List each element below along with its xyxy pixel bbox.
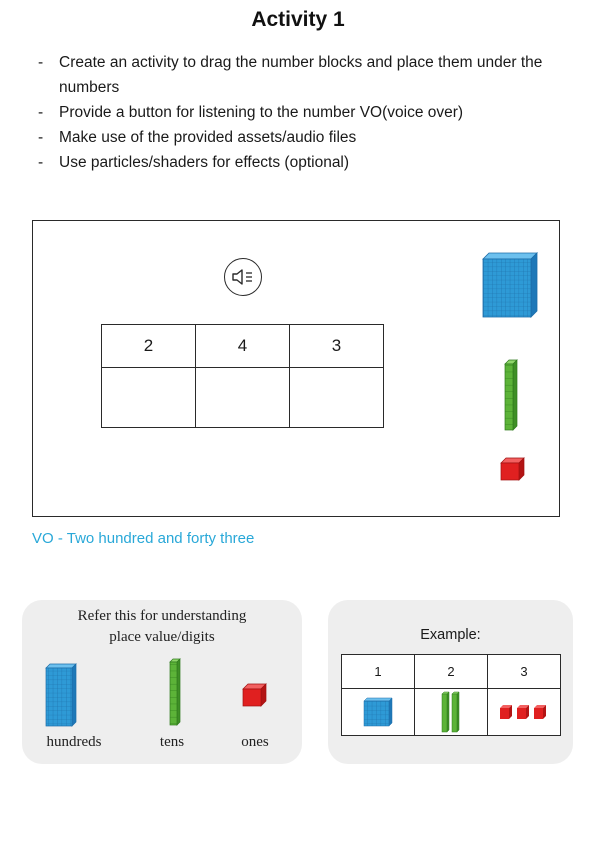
ones-cube-draggable[interactable] <box>499 456 527 482</box>
ones-reference-image <box>242 683 267 707</box>
example-ones-cubes <box>500 705 546 719</box>
speaker-icon <box>232 269 252 285</box>
example-tens-cell <box>414 688 488 736</box>
tens-rod-draggable[interactable] <box>503 359 519 431</box>
example-digit: 2 <box>414 654 488 689</box>
tens-label: tens <box>159 734 185 750</box>
instruction-item: Create an activity to drag the number bl… <box>38 50 548 100</box>
instruction-item: Use particles/shaders for effects (optio… <box>38 150 548 175</box>
example-digit: 3 <box>487 654 561 689</box>
drop-zone-hundreds[interactable] <box>101 367 196 428</box>
place-value-table: 2 4 3 <box>101 324 384 428</box>
digit-ones: 3 <box>289 324 384 368</box>
activity-canvas: 2 4 3 <box>32 220 560 517</box>
drop-zone-tens[interactable] <box>195 367 290 428</box>
vo-caption: VO - Two hundred and forty three <box>32 530 255 547</box>
example-tens-rods <box>441 691 460 733</box>
hundreds-block-draggable[interactable] <box>479 249 541 321</box>
example-hundreds-cell <box>341 688 415 736</box>
page-title: Activity 1 <box>251 8 345 31</box>
example-title: Example: <box>420 627 481 643</box>
example-ones-cell <box>487 688 561 736</box>
listen-vo-button[interactable] <box>224 258 262 296</box>
ones-label: ones <box>241 734 269 750</box>
instruction-item: Make use of the provided assets/audio fi… <box>38 125 548 150</box>
digit-hundreds: 2 <box>101 324 196 368</box>
example-hundreds-block <box>363 697 393 727</box>
example-card: Example: 1 2 3 <box>328 600 573 764</box>
example-table: 1 2 3 <box>341 654 561 736</box>
tens-reference-image <box>169 658 181 726</box>
drop-zone-ones[interactable] <box>289 367 384 428</box>
reference-heading-line: place value/digits <box>109 629 215 645</box>
reference-heading-line: Refer this for understanding <box>77 608 247 624</box>
reference-heading: Refer this for understanding place value… <box>22 606 302 648</box>
reference-card: Refer this for understanding place value… <box>22 600 302 764</box>
digit-tens: 4 <box>195 324 290 368</box>
instruction-item: Provide a button for listening to the nu… <box>38 100 548 125</box>
instruction-list: Create an activity to drag the number bl… <box>38 50 548 175</box>
hundreds-label: hundreds <box>46 734 102 750</box>
example-digit: 1 <box>341 654 415 689</box>
hundreds-reference-image <box>45 663 77 727</box>
